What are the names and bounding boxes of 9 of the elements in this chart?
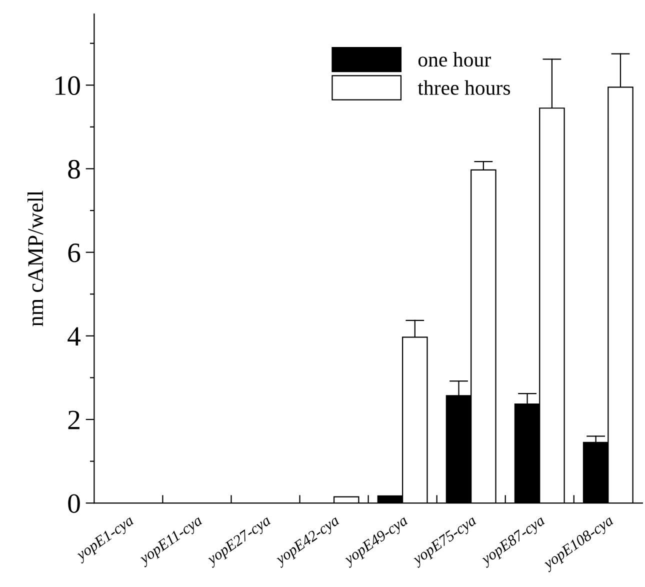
- y-tick-label: 8: [68, 160, 80, 179]
- y-tick-label: 4: [68, 327, 81, 346]
- legend-label: one hour: [418, 52, 491, 67]
- y-axis-title: nm cAMP/well: [27, 190, 44, 326]
- y-tick-label: 2: [68, 410, 80, 430]
- y-tick-label: 10: [56, 76, 80, 96]
- y-tick-label: 0: [68, 494, 80, 513]
- y-tick-label: 6: [68, 244, 80, 262]
- legend-label: three hours: [418, 80, 510, 95]
